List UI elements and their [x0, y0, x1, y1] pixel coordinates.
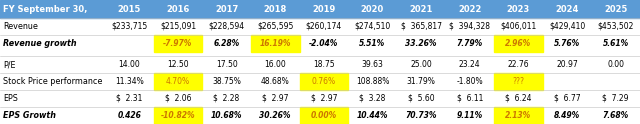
Text: $  6.24: $ 6.24 — [505, 94, 532, 103]
Text: 70.73%: 70.73% — [405, 111, 437, 120]
Text: $265,595: $265,595 — [257, 22, 293, 31]
Text: 2022: 2022 — [458, 4, 481, 14]
Text: EPS: EPS — [3, 94, 18, 103]
Text: 2.96%: 2.96% — [506, 39, 532, 48]
Text: $  2.97: $ 2.97 — [262, 94, 289, 103]
Bar — [494, 107, 543, 124]
Bar — [154, 107, 202, 124]
Text: Revenue: Revenue — [3, 22, 38, 31]
Text: Stock Price performance: Stock Price performance — [3, 77, 102, 86]
Text: 0.00: 0.00 — [607, 60, 624, 69]
Text: 8.49%: 8.49% — [554, 111, 580, 120]
Text: 4.70%: 4.70% — [166, 77, 190, 86]
Text: 16.19%: 16.19% — [259, 39, 291, 48]
Text: 2019: 2019 — [312, 4, 335, 14]
Text: EPS Growth: EPS Growth — [3, 111, 56, 120]
Bar — [300, 73, 348, 90]
Text: 2.13%: 2.13% — [506, 111, 532, 120]
Text: 10.44%: 10.44% — [356, 111, 388, 120]
Text: 6.28%: 6.28% — [214, 39, 240, 48]
Bar — [300, 107, 348, 124]
Text: $429,410: $429,410 — [549, 22, 585, 31]
Text: 2016: 2016 — [166, 4, 189, 14]
Text: 0.76%: 0.76% — [312, 77, 336, 86]
Text: 39.63: 39.63 — [362, 60, 383, 69]
Bar — [0, 0, 640, 18]
Bar — [154, 35, 202, 52]
Text: 7.68%: 7.68% — [602, 111, 629, 120]
Text: 7.79%: 7.79% — [457, 39, 483, 48]
Text: $228,594: $228,594 — [209, 22, 244, 31]
Text: $  5.60: $ 5.60 — [408, 94, 435, 103]
Text: -2.04%: -2.04% — [309, 39, 339, 48]
Text: -7.97%: -7.97% — [163, 39, 193, 48]
Text: $233,715: $233,715 — [111, 22, 147, 31]
Text: 5.51%: 5.51% — [360, 39, 386, 48]
Text: 2025: 2025 — [604, 4, 627, 14]
Bar — [494, 73, 543, 90]
Text: $  3.28: $ 3.28 — [359, 94, 386, 103]
Text: 5.76%: 5.76% — [554, 39, 580, 48]
Text: 0.426: 0.426 — [117, 111, 141, 120]
Text: 2023: 2023 — [507, 4, 530, 14]
Text: 5.61%: 5.61% — [602, 39, 629, 48]
Text: 2024: 2024 — [556, 4, 579, 14]
Text: FY September 30,: FY September 30, — [3, 4, 88, 14]
Text: $  6.77: $ 6.77 — [554, 94, 580, 103]
Text: ???: ??? — [513, 77, 524, 86]
Text: 38.75%: 38.75% — [212, 77, 241, 86]
Text: 48.68%: 48.68% — [261, 77, 290, 86]
Text: 2021: 2021 — [410, 4, 433, 14]
Bar — [251, 35, 300, 52]
Text: Revenue growth: Revenue growth — [3, 39, 77, 48]
Text: 23.24: 23.24 — [459, 60, 481, 69]
Text: $  2.06: $ 2.06 — [164, 94, 191, 103]
Text: -1.80%: -1.80% — [456, 77, 483, 86]
Bar — [494, 35, 543, 52]
Text: 30.26%: 30.26% — [259, 111, 291, 120]
Text: $  2.97: $ 2.97 — [310, 94, 337, 103]
Text: 2017: 2017 — [215, 4, 238, 14]
Text: 108.88%: 108.88% — [356, 77, 389, 86]
Text: 2015: 2015 — [118, 4, 141, 14]
Text: -10.82%: -10.82% — [161, 111, 195, 120]
Text: 14.00: 14.00 — [118, 60, 140, 69]
Text: 25.00: 25.00 — [410, 60, 432, 69]
Text: 33.26%: 33.26% — [405, 39, 437, 48]
Text: $406,011: $406,011 — [500, 22, 536, 31]
Text: 2018: 2018 — [264, 4, 287, 14]
Text: 11.34%: 11.34% — [115, 77, 144, 86]
Text: 0.00%: 0.00% — [311, 111, 337, 120]
Text: 12.50: 12.50 — [167, 60, 189, 69]
Text: 18.75: 18.75 — [313, 60, 335, 69]
Text: $  6.11: $ 6.11 — [456, 94, 483, 103]
Bar — [154, 73, 202, 90]
Text: 2020: 2020 — [361, 4, 384, 14]
Text: $  2.31: $ 2.31 — [116, 94, 143, 103]
Text: 17.50: 17.50 — [216, 60, 237, 69]
Text: 10.68%: 10.68% — [211, 111, 243, 120]
Text: $453,502: $453,502 — [598, 22, 634, 31]
Text: $260,174: $260,174 — [306, 22, 342, 31]
Text: $215,091: $215,091 — [160, 22, 196, 31]
Text: $  394,328: $ 394,328 — [449, 22, 490, 31]
Text: P/E: P/E — [3, 60, 15, 69]
Text: 20.97: 20.97 — [556, 60, 578, 69]
Text: 22.76: 22.76 — [508, 60, 529, 69]
Text: 31.79%: 31.79% — [406, 77, 436, 86]
Text: $274,510: $274,510 — [355, 22, 390, 31]
Text: $  365,817: $ 365,817 — [401, 22, 442, 31]
Text: $  7.29: $ 7.29 — [602, 94, 629, 103]
Text: $  2.28: $ 2.28 — [214, 94, 240, 103]
Text: 9.11%: 9.11% — [457, 111, 483, 120]
Text: 16.00: 16.00 — [264, 60, 286, 69]
